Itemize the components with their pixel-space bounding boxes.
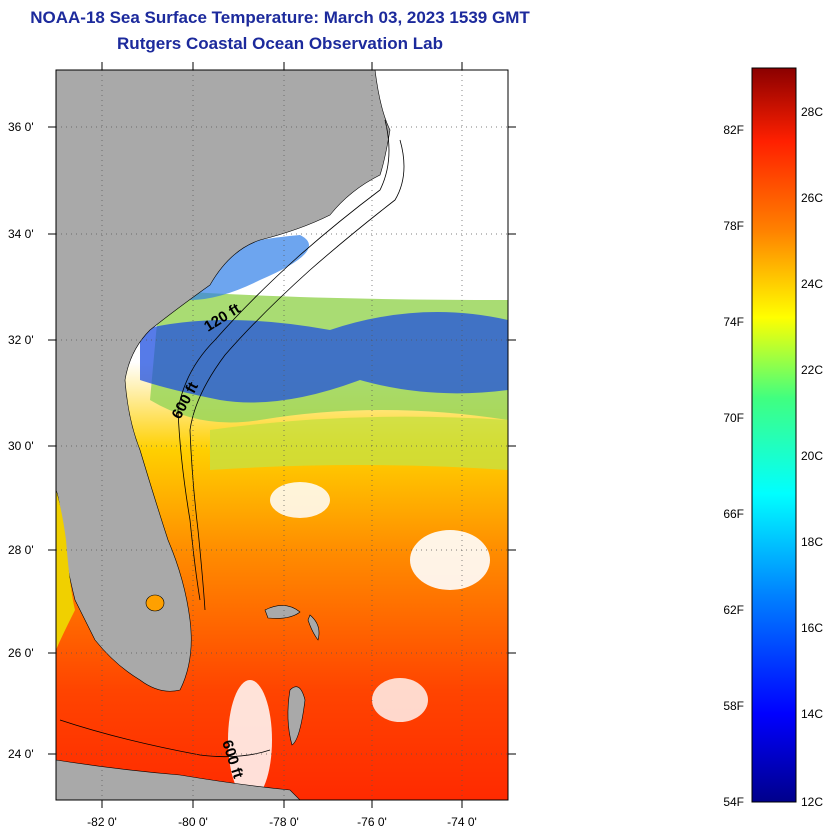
cloud-patch xyxy=(228,680,272,800)
cloud-patch xyxy=(270,482,330,518)
colorbar-f-label: 54F xyxy=(723,795,744,809)
lon-label: -76 0' xyxy=(357,815,387,829)
contour-gulf xyxy=(59,719,271,758)
gulf-sst-strip xyxy=(56,490,75,650)
colorbar-c-label: 16C xyxy=(801,621,823,635)
lat-label: 26 0' xyxy=(8,646,34,660)
lat-label: 28 0' xyxy=(8,543,34,557)
map-ticks xyxy=(48,62,516,808)
colorbar-f-label: 62F xyxy=(723,603,744,617)
land-southeast-us xyxy=(56,70,391,692)
cloud-patch xyxy=(410,530,490,590)
lon-label: -80 0' xyxy=(178,815,208,829)
colorbar-f-label: 82F xyxy=(723,123,744,137)
colorbar xyxy=(751,67,797,803)
colorbar-f-label: 58F xyxy=(723,699,744,713)
land-cuba xyxy=(56,759,301,800)
colorbar-f-label: 66F xyxy=(723,507,744,521)
lat-label: 36 0' xyxy=(8,120,34,134)
colorbar-f-label: 78F xyxy=(723,219,744,233)
contour-600ft xyxy=(189,139,405,611)
colorbar-f-label: 74F xyxy=(723,315,744,329)
colorbar-c-label: 12C xyxy=(801,795,823,809)
colorbar-c-label: 22C xyxy=(801,363,823,377)
lon-label: -82 0' xyxy=(87,815,117,829)
land-andros xyxy=(287,686,306,746)
colorbar-f-label: 70F xyxy=(723,411,744,425)
lon-label: -74 0' xyxy=(447,815,477,829)
map-subtitle: Rutgers Coastal Ocean Observation Lab xyxy=(117,34,443,53)
lon-label: -78 0' xyxy=(269,815,299,829)
lat-label: 32 0' xyxy=(8,333,34,347)
colorbar-c-label: 18C xyxy=(801,535,823,549)
colorbar-c-label: 28C xyxy=(801,105,823,119)
contour-120ft xyxy=(177,119,390,601)
colorbar-c-label: 20C xyxy=(801,449,823,463)
sst-band-blue xyxy=(140,312,508,403)
colorbar-c-label: 24C xyxy=(801,277,823,291)
lat-label: 30 0' xyxy=(8,439,34,453)
map-title: NOAA-18 Sea Surface Temperature: March 0… xyxy=(30,8,530,27)
map-plot-area xyxy=(56,70,508,800)
lat-label: 34 0' xyxy=(8,227,34,241)
map-gridlines xyxy=(56,70,508,800)
land-grand-bahama xyxy=(264,605,301,619)
map-frame xyxy=(55,69,509,801)
land-abaco xyxy=(307,614,320,641)
lake-okeechobee xyxy=(145,594,165,612)
sst-band-yellow xyxy=(210,416,508,470)
lat-label: 24 0' xyxy=(8,747,34,761)
colorbar-c-label: 14C xyxy=(801,707,823,721)
colorbar-c-label: 26C xyxy=(801,191,823,205)
cloud-patch xyxy=(372,678,428,722)
